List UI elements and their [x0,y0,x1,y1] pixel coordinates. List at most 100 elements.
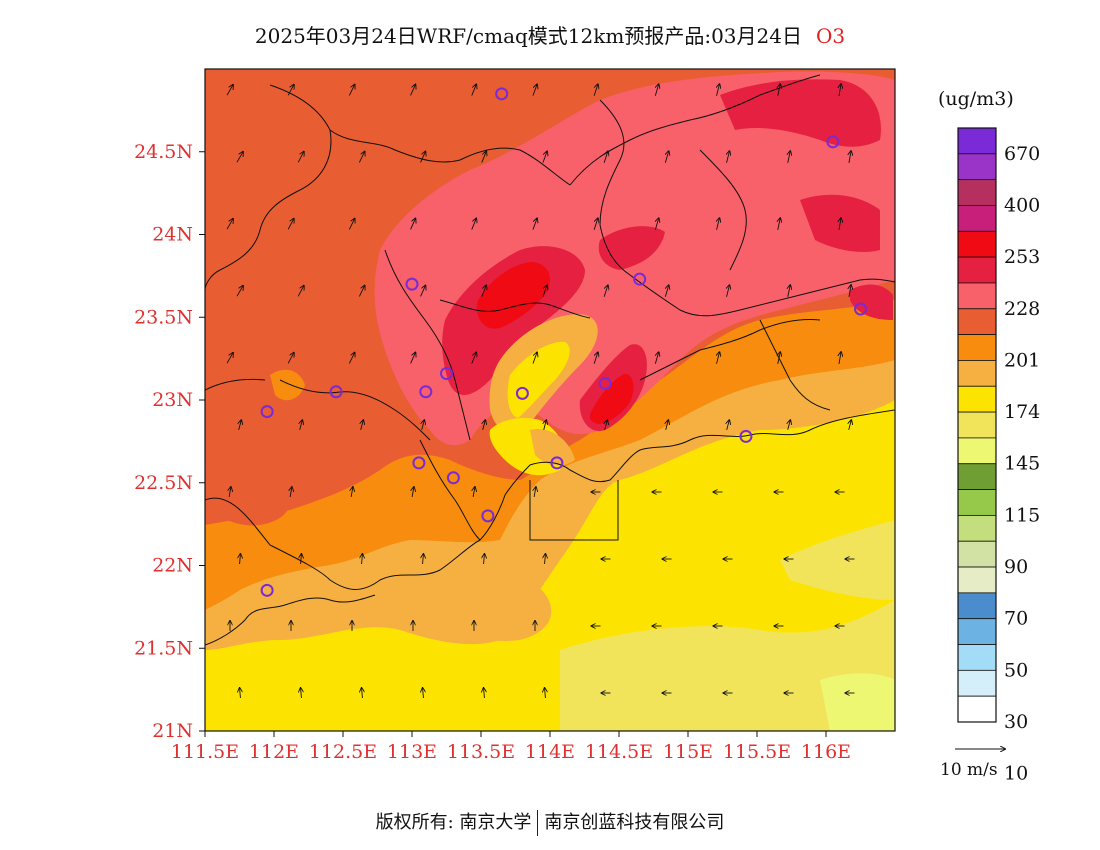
copyright-footer: 版权所有: 南京大学 南京创蓝科技有限公司 [0,808,1100,836]
wind-arrow [361,420,364,430]
legend-label: 201 [1004,349,1040,371]
wind-arrow [532,352,537,364]
legend-label: 50 [1004,659,1028,681]
wind-arrow [849,420,852,430]
legend-label: 145 [1004,453,1040,475]
wind-arrow [849,151,851,163]
wind-arrow [351,487,353,498]
wind-arrow [727,151,730,163]
lon-label: 111.5E [171,741,239,763]
wind-arrow [605,420,608,430]
wind-arrow [412,487,414,498]
wind-arrow [545,688,546,699]
wind-scale-label: 10 m/s [940,760,998,780]
legend-swatch [957,179,997,206]
wind-arrow [603,285,608,297]
legend-label: 174 [1004,401,1040,423]
lat-label: 24.5N [134,141,193,163]
color-legend: 670 400 253 228 201 174 145 115 90 70 50 30 10 [957,127,1040,785]
admin-boundaries [205,74,895,646]
wind-arrow [240,688,241,699]
wind-arrow [287,219,294,230]
station-marker [495,87,509,101]
station-marker [440,367,453,381]
legend-label: 115 [1004,504,1040,526]
wind-arrow [655,84,658,96]
title-text: 2025年03月24日WRF/cmaq模式12km预报产品:03月24日 [254,24,802,48]
lon-label: 115E [663,741,713,763]
station-marker [826,135,840,149]
wind-arrow [348,85,354,96]
station-marker [633,272,647,286]
station-marker [515,386,529,400]
wind-arrow [226,219,233,230]
concentration-field [205,69,895,731]
copyright-right: 南京创蓝科技有限公司 [544,812,725,833]
wind-arrow [473,487,475,498]
station-marker [412,456,426,470]
wind-arrow [481,285,486,297]
wind-arrow [297,286,304,297]
variable-label: O3 [815,24,846,48]
lat-label: 22.5N [134,472,193,494]
wind-arrow [297,152,304,163]
wind-arrow [362,554,363,565]
wind-arrow [788,420,791,430]
wind-arrow [717,218,720,230]
wind-arrow [788,285,790,297]
wind-arrow [542,151,547,163]
lat-label: 21N [152,720,193,742]
legend-swatch [957,360,997,387]
wind-arrow [593,218,598,230]
legend-label: 70 [1004,608,1028,630]
wind-arrow [484,688,485,699]
legend-swatch [957,644,997,671]
station-marker [550,456,564,470]
wind-arrow [839,84,841,96]
map-axes: 21N 21.5N 22N 22.5N 23N 23.5N 24N 24.5N 111.5E 11… [134,141,851,763]
wind-arrow [532,84,537,96]
lon-label: 114.5E [585,741,653,763]
lon-label: 113.5E [447,741,515,763]
wind-arrow [410,219,416,230]
legend-swatch [957,540,997,568]
wind-arrow [727,285,730,297]
legend-swatch [957,566,997,594]
wind-arrow [358,152,364,163]
legend-swatch [957,514,997,542]
wind-arrow [778,352,780,364]
wind-arrow [423,688,424,699]
legend-label: 228 [1004,298,1040,320]
legend-swatch [957,489,997,516]
legend-unit: (ug/m3) [938,88,1014,110]
wind-arrow [839,352,841,364]
wind-arrow [290,487,292,498]
station-marker [446,471,460,485]
lat-label: 21.5N [134,637,193,659]
wind-arrow [665,285,668,297]
wind-arrow [471,218,476,230]
legend-label: 90 [1004,556,1028,578]
wind-arrow [410,353,416,364]
legend-label: 670 [1004,143,1040,165]
footer-separator [537,810,539,836]
legend-swatch [957,411,997,439]
station-marker [854,302,867,316]
wind-arrow [717,84,720,96]
chart-title: 2025年03月24日WRF/cmaq模式12km预报产品:03月24日 O3 [0,20,1100,49]
copyright-left: 版权所有: 南京大学 [375,812,532,833]
legend-swatch [957,463,997,490]
wind-arrow [229,487,231,498]
wind-arrow [593,352,598,364]
legend-swatch [957,669,997,697]
lat-label: 23.5N [134,306,193,328]
station-marker [260,405,274,419]
wind-arrow [849,285,851,297]
lon-label: 112.5E [309,741,377,763]
wind-arrow [410,85,416,96]
wind-arrow [484,554,485,565]
wind-arrow [542,285,547,297]
wind-arrow [655,218,658,230]
lat-label: 22N [152,555,193,577]
